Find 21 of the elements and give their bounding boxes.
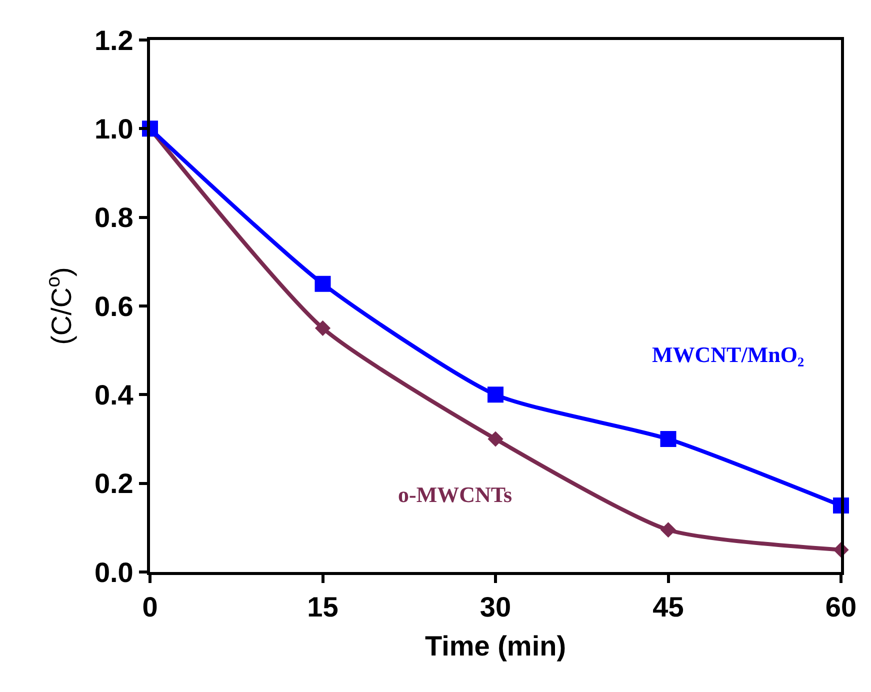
x-tick-label: 15	[307, 592, 338, 623]
y-tick-label: 0.8	[94, 202, 134, 234]
point	[314, 276, 331, 292]
y-tick-label: 0.2	[94, 468, 134, 500]
point	[314, 320, 331, 336]
y-tick-label: 0.6	[94, 290, 134, 322]
point	[488, 431, 504, 447]
y-tick-label: 0.0	[94, 556, 134, 588]
y-tick-label: 0.4	[94, 379, 134, 410]
x-tick-label: 45	[652, 592, 684, 623]
x-tick-label: 0	[142, 592, 158, 623]
point	[660, 431, 676, 447]
point	[660, 522, 676, 538]
text: MWCNT/MnO₂	[652, 342, 804, 367]
x-tick-label: 60	[825, 592, 857, 623]
y-tick-label: 1.0	[94, 113, 134, 144]
x-tick-label: 30	[480, 592, 512, 623]
point	[488, 386, 504, 403]
series-label: o-MWCNTs	[398, 482, 513, 507]
y-tick-label: 1.2	[94, 24, 134, 56]
x-axis-title: Time (min)	[424, 630, 566, 662]
